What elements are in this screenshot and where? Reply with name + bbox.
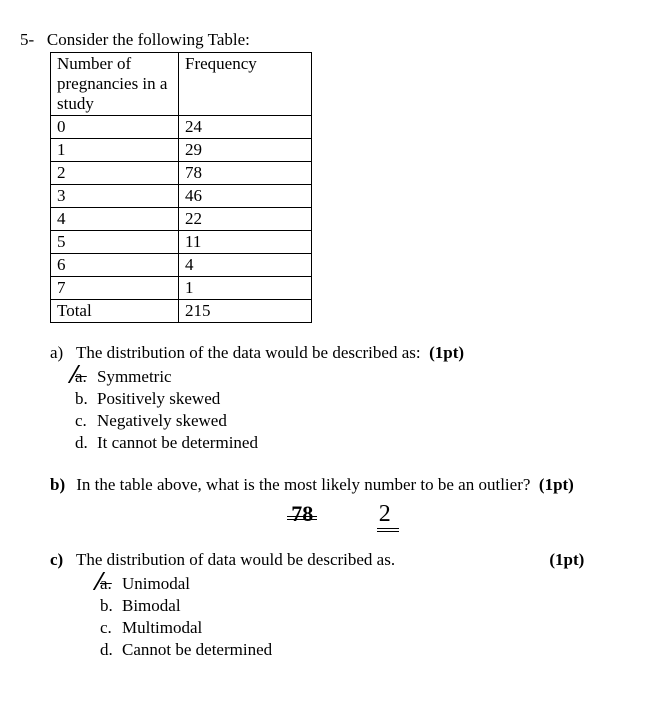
part-a-header: a) The distribution of the data would be… [50, 343, 632, 363]
table-row: 024 [51, 116, 312, 139]
cell-value: 215 [179, 300, 312, 323]
part-b-text: In the table above, what is the most lik… [76, 475, 530, 494]
cell-value: 22 [179, 208, 312, 231]
cell-value: 46 [179, 185, 312, 208]
choice-c-a: a.Unimodal [100, 574, 632, 594]
cell-label: 0 [51, 116, 179, 139]
choice-c-text-a: Unimodal [122, 574, 190, 593]
choice-c-label-b: b. [100, 596, 122, 616]
part-a-label: a) [50, 343, 72, 363]
part-a: a) The distribution of the data would be… [50, 343, 632, 453]
cell-label: 3 [51, 185, 179, 208]
choice-c: c.Negatively skewed [75, 411, 632, 431]
choice-c-d: d.Cannot be determined [100, 640, 632, 660]
table-row: 278 [51, 162, 312, 185]
choice-c-label-a: a. [100, 574, 122, 594]
table-row: 71 [51, 277, 312, 300]
table-row: 422 [51, 208, 312, 231]
question-number: 5- [20, 30, 34, 49]
choice-c-text-d: Cannot be determined [122, 640, 272, 659]
cell-value: 78 [179, 162, 312, 185]
table-row: 346 [51, 185, 312, 208]
choice-d: d.It cannot be determined [75, 433, 632, 453]
choice-text-c: Negatively skewed [97, 411, 227, 430]
cell-label: Total [51, 300, 179, 323]
choice-c-c: c.Multimodal [100, 618, 632, 638]
cell-value: 4 [179, 254, 312, 277]
table-header-left: Number of pregnancies in a study [51, 53, 179, 116]
cell-label: 6 [51, 254, 179, 277]
part-c-header: c) The distribution of data would be des… [50, 550, 632, 570]
choice-text-b: Positively skewed [97, 389, 220, 408]
question-header: 5- Consider the following Table: [20, 30, 632, 50]
part-a-points: (1pt) [425, 343, 464, 362]
choice-label-b: b. [75, 389, 97, 409]
scribbled-out-answer: 78 [291, 501, 313, 527]
cell-label: 7 [51, 277, 179, 300]
choice-text-a: Symmetric [97, 367, 172, 386]
choice-c-b: b.Bimodal [100, 596, 632, 616]
choice-b: b.Positively skewed [75, 389, 632, 409]
part-c-text: The distribution of data would be descri… [76, 550, 395, 569]
choice-label-d: d. [75, 433, 97, 453]
part-b: b) In the table above, what is the most … [50, 475, 632, 528]
cell-label: 1 [51, 139, 179, 162]
choice-label-a: a. [75, 367, 97, 387]
cell-label: 4 [51, 208, 179, 231]
choice-text-d: It cannot be determined [97, 433, 258, 452]
frequency-table: Number of pregnancies in a study Frequen… [50, 52, 312, 323]
cell-label: 2 [51, 162, 179, 185]
part-c-label: c) [50, 550, 72, 570]
cell-value: 24 [179, 116, 312, 139]
question-prompt: Consider the following Table: [47, 30, 250, 49]
table-row: 511 [51, 231, 312, 254]
part-b-label: b) [50, 475, 72, 495]
cell-label: 5 [51, 231, 179, 254]
choice-a: a.Symmetric [75, 367, 632, 387]
choice-c-text-c: Multimodal [122, 618, 202, 637]
table-row: 129 [51, 139, 312, 162]
part-c-points: (1pt) [549, 550, 584, 570]
cell-value: 1 [179, 277, 312, 300]
cell-value: 29 [179, 139, 312, 162]
choice-label-c: c. [75, 411, 97, 431]
part-c-choices: a.Unimodal b.Bimodal c.Multimodal d.Cann… [100, 574, 632, 660]
table-header-right: Frequency [179, 53, 312, 116]
handwritten-answer-area: 78 2 [50, 501, 632, 528]
table-row: Total215 [51, 300, 312, 323]
part-a-text: The distribution of the data would be de… [76, 343, 421, 362]
table-row: 64 [51, 254, 312, 277]
handwritten-answer: 2 [379, 501, 391, 528]
choice-c-label-c: c. [100, 618, 122, 638]
cell-value: 11 [179, 231, 312, 254]
part-c: c) The distribution of data would be des… [50, 550, 632, 660]
choice-c-label-d: d. [100, 640, 122, 660]
part-b-points: (1pt) [535, 475, 574, 494]
part-a-choices: a.Symmetric b.Positively skewed c.Negati… [75, 367, 632, 453]
part-b-header: b) In the table above, what is the most … [50, 475, 632, 495]
choice-c-text-b: Bimodal [122, 596, 181, 615]
